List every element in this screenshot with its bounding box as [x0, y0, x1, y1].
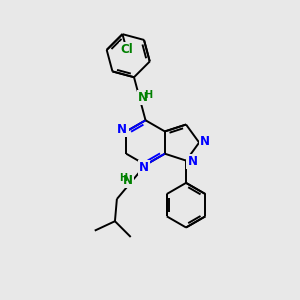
Text: N: N [188, 155, 198, 168]
Text: H: H [119, 173, 127, 183]
Text: N: N [200, 135, 210, 148]
Text: N: N [123, 174, 133, 187]
Text: N: N [117, 122, 128, 136]
Text: Cl: Cl [120, 44, 133, 56]
Text: H: H [144, 90, 152, 100]
Text: N: N [139, 161, 149, 174]
Text: N: N [138, 91, 148, 104]
